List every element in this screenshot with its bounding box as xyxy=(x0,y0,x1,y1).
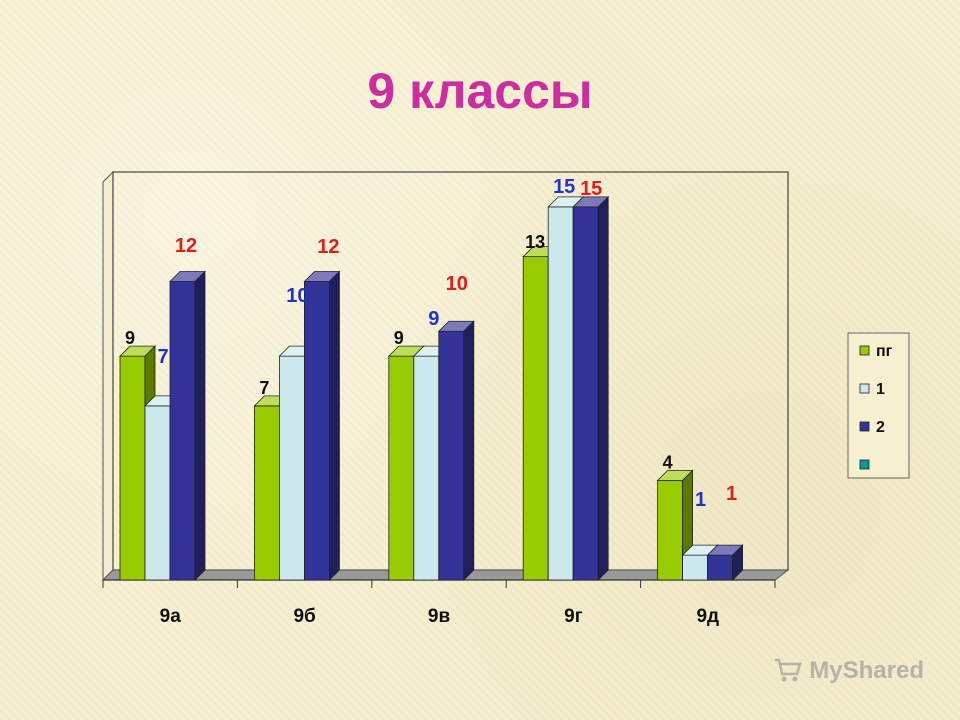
data-labels-group: 9 7 12 7 10 12 9 9 10 13 15 15 4 1 1 xyxy=(125,176,737,511)
legend-swatch xyxy=(859,383,870,394)
bars-group xyxy=(119,195,744,581)
data-label: 7 xyxy=(157,346,168,368)
data-label: 9 xyxy=(125,328,135,348)
category-label: 9д xyxy=(696,606,719,627)
data-label: 1 xyxy=(726,483,737,505)
legend-swatch xyxy=(859,421,870,432)
data-label: 12 xyxy=(317,236,339,258)
bar-2-9г xyxy=(572,195,610,581)
bar-2-9в xyxy=(437,320,475,581)
legend-item: 1 xyxy=(859,381,885,398)
category-axis: 9а 9б 9в 9г 9д xyxy=(160,606,719,627)
legend: пг 1 2 xyxy=(847,332,910,479)
data-label: 9 xyxy=(394,328,404,348)
category-label: 9в xyxy=(428,606,450,627)
data-label: 7 xyxy=(259,378,269,398)
legend-box xyxy=(847,332,910,479)
data-label: 1 xyxy=(695,489,706,511)
data-label: 13 xyxy=(525,232,545,252)
data-label: 4 xyxy=(663,453,673,473)
category-label: 9а xyxy=(160,606,182,627)
left-wall xyxy=(102,170,114,582)
legend-label: 1 xyxy=(876,381,885,398)
data-label: 12 xyxy=(175,235,197,257)
category-label: 9б xyxy=(293,606,315,627)
legend-label: 2 xyxy=(876,419,885,436)
watermark-text: MyShared xyxy=(809,657,924,684)
legend-swatch xyxy=(859,459,870,470)
bar-2-9а xyxy=(169,270,206,581)
legend-item: 2 xyxy=(859,419,885,436)
data-label: 10 xyxy=(446,273,468,295)
category-label: 9г xyxy=(564,606,583,627)
data-label: 10 xyxy=(286,285,308,307)
legend-item: пг xyxy=(859,343,893,360)
legend-swatch xyxy=(859,345,870,356)
data-label: 15 xyxy=(580,178,602,200)
legend-label: пг xyxy=(876,343,893,360)
legend-item xyxy=(859,459,870,470)
watermark: MyShared xyxy=(773,657,924,685)
chart-title: 9 классы xyxy=(367,63,593,119)
shop-logo-icon xyxy=(775,658,802,682)
data-label: 9 xyxy=(428,308,439,330)
data-label: 15 xyxy=(553,176,575,198)
bar-2-9д xyxy=(706,544,744,581)
bar-2-9б xyxy=(303,270,341,581)
